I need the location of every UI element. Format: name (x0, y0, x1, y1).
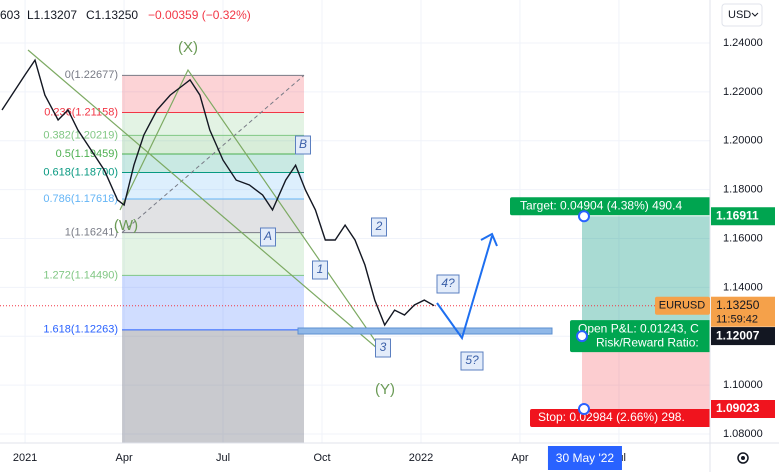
count-box (295, 135, 311, 155)
count-box (371, 217, 387, 237)
count-label: 3 (380, 340, 387, 354)
grid (0, 0, 710, 443)
symbol-tag: EURUSD (659, 300, 706, 312)
y-tick-label: 1.14000 (723, 281, 763, 293)
fib-label: 1.272(1.14490) (43, 269, 118, 281)
x-cursor-label: 30 May '22 (556, 451, 615, 465)
count-box (460, 351, 484, 371)
settings-gear[interactable] (737, 452, 749, 464)
open-value: 603 (0, 8, 20, 22)
close-value: C1.13250 (86, 8, 138, 22)
y-tick-label: 1.22000 (723, 86, 763, 98)
x-tick-label: 2022 (409, 452, 433, 464)
fib-label: 0.5(1.19459) (56, 148, 118, 160)
projection-path (436, 235, 493, 341)
fib-trend (121, 74, 305, 233)
x-tick-label: Apr (115, 452, 132, 464)
fib-label: 0(1.22677) (65, 69, 118, 81)
settings-icon[interactable] (737, 452, 749, 464)
fib-label: 1.618(1.12263) (43, 324, 118, 336)
target-price-tag-box (711, 207, 775, 226)
wave-label: (W) (114, 217, 138, 234)
plot-area: 0(1.22677)0.236(1.21158)0.382(1.20219)0.… (0, 39, 710, 443)
x-tick-label: Oct (313, 452, 330, 464)
change-value: −0.00359 (−0.32%) (148, 8, 251, 22)
fib-band (122, 153, 304, 173)
x-tick-label: Jul (216, 452, 230, 464)
target-text: Target: 0.04904 (4.38%) 490.4 (520, 198, 682, 212)
wave-line (119, 68, 386, 356)
y-tick-label: 1.24000 (723, 37, 763, 49)
x-cursor-box (547, 446, 622, 470)
count-box (375, 338, 391, 358)
fib-label: 1(1.16241) (65, 227, 118, 239)
projection-arrow (480, 232, 498, 247)
price-line (1, 58, 435, 327)
position-handle[interactable] (578, 403, 590, 416)
fib-label: 0.236(1.21158) (44, 106, 118, 118)
fib-label: 0.786(1.17618) (43, 193, 118, 205)
fib-label: 0.618(1.18700) (43, 166, 118, 178)
stop-price-tag-box (711, 400, 775, 419)
fib-band (122, 232, 304, 276)
fib-band (122, 135, 304, 154)
fib-band (122, 172, 304, 199)
wave-label: (X) (178, 39, 198, 56)
profit-zone (582, 216, 710, 337)
count-box (260, 227, 276, 247)
fib-band (122, 198, 304, 233)
currency-button[interactable] (721, 3, 763, 27)
fib-band (122, 329, 304, 443)
stop-price-tag-label: 1.09023 (716, 401, 760, 415)
target-price-tag-label: 1.16911 (716, 208, 759, 222)
count-box (312, 260, 328, 280)
symbol-tag-box (655, 296, 710, 315)
count-label: 4? (441, 276, 455, 290)
entry-box (570, 320, 710, 353)
low-value: L1.13207 (27, 8, 77, 22)
x-tick-label: Apr (511, 452, 528, 464)
count-label: B (299, 137, 307, 151)
stop-text: Stop: 0.02984 (2.66%) 298. (538, 410, 685, 424)
wave-line (27, 49, 386, 356)
y-tick-label: 1.18000 (723, 184, 763, 196)
count-box (436, 274, 460, 294)
x-tick-label: 2021 (13, 452, 37, 464)
axes: 1.24000 1.22000 1.20000 1.18000 1.16000 1.140… (13, 37, 775, 470)
stop-box (530, 409, 710, 428)
entry-price-tag-label: 1.12007 (716, 328, 760, 342)
entry-price-tag-box (711, 327, 775, 346)
count-label: 1 (317, 262, 324, 276)
entry-text: Open P&L: 0.01243, C (578, 321, 699, 335)
position-handle[interactable] (576, 330, 588, 343)
countdown-label: 11:59:42 (716, 314, 758, 326)
entry-text: Risk/Reward Ratio: (596, 335, 699, 349)
count-label: A (263, 229, 272, 243)
settings-gear-center[interactable] (741, 456, 745, 460)
count-label: 2 (375, 219, 383, 233)
currency-label[interactable]: USD (728, 9, 751, 21)
target-box (510, 197, 710, 216)
last-price-box (711, 296, 775, 327)
wave-label: (Y) (375, 381, 395, 398)
position-handle[interactable] (578, 210, 590, 223)
last-price-label: 1.13250 (716, 298, 760, 312)
y-tick-label: 1.08000 (723, 428, 763, 440)
y-tick-label: 1.20000 (723, 135, 763, 147)
fib-band (122, 275, 304, 330)
currency-caret[interactable] (751, 12, 759, 17)
count-label: 5? (465, 353, 479, 367)
support-bar (297, 327, 553, 335)
fib-band (122, 112, 304, 136)
y-tick-label: 1.10000 (723, 379, 763, 391)
y-tick-label: 1.16000 (723, 232, 763, 244)
